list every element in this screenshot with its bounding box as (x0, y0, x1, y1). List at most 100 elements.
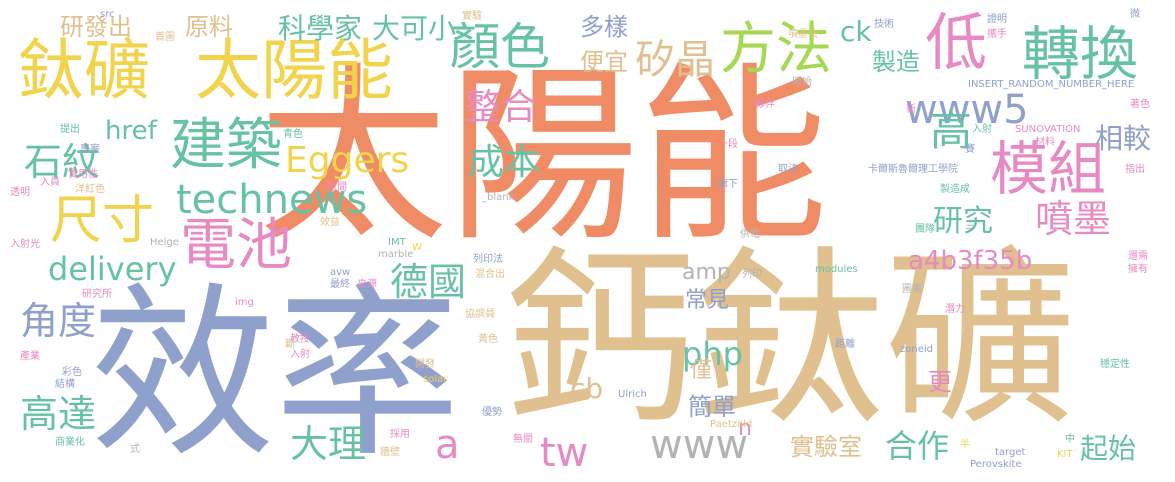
word-chengben: 成本 (468, 142, 541, 183)
word-qingse: 青色 (283, 129, 303, 140)
word-ban: 半 (960, 439, 970, 450)
word-amp: amp (682, 260, 731, 285)
word-zhong: 中 (1065, 434, 1075, 445)
word-qixia: 旗下 (718, 179, 738, 190)
word-san: 三 (965, 221, 975, 232)
word-zhengming: 證明 (987, 14, 1007, 25)
word-perovskite: Perovskite (970, 459, 1022, 470)
word-shoutu: 首圖 (155, 32, 175, 43)
word-delivery: delivery (48, 250, 177, 288)
word-n: n (738, 416, 752, 441)
word-zoneid: zoneid (900, 344, 933, 355)
word-gongdian: 供電 (740, 229, 760, 240)
word-shangyehua: 商業化 (55, 437, 85, 448)
word-xiaoyi: 效益 (320, 217, 340, 228)
word-kaifa: 開發 (415, 359, 435, 370)
word-php: php (682, 335, 743, 373)
word-huoban: 夥伴 (755, 99, 775, 110)
word-shiyongxing: 實用性 (68, 169, 98, 180)
word-ck: ck (840, 15, 872, 48)
word-sai: 賽 (965, 144, 975, 155)
word-zhenghe: 整合 (465, 87, 538, 128)
word-fangfa: 方法 (720, 17, 832, 82)
word-yanghongse: 洋紅色 (75, 184, 105, 195)
word-avw: avw (330, 267, 351, 278)
word-jin: 僅 (690, 358, 713, 383)
word-yanse: 顏色 (450, 18, 550, 76)
word-yuanshi: 原始 (792, 77, 812, 88)
word-xiangjiao: 相較 (1095, 122, 1152, 155)
word-huangse: 黃色 (478, 334, 498, 345)
word-img: img (235, 297, 254, 308)
word-duan: 斷 (285, 339, 295, 350)
word-caiyong: 採用 (390, 429, 410, 440)
word-di: 低 (925, 6, 988, 79)
word-modules: modules (815, 264, 858, 275)
word-jiaodu: 角度 (20, 299, 97, 343)
word-src: src (100, 9, 115, 20)
word-taiyangneng-large: 太陽能 (258, 46, 829, 267)
word-hezuo: 合作 (885, 427, 950, 465)
word-qianli: 潛力 (945, 304, 965, 315)
word-taiyangneng-small: 太陽能 (195, 32, 393, 109)
word-rushe-pink: 入射 (290, 349, 310, 360)
word-caise: 彩色 (62, 367, 82, 378)
word-kit: KIT (1057, 449, 1073, 460)
word-insert-random: INSERT_RANDOM_NUMBER_HERE (968, 79, 1135, 90)
word-blank: _blank' (482, 192, 518, 203)
word-shiyanshi: 實驗室 (790, 433, 862, 461)
word-zuizhong: 最終 (330, 279, 350, 290)
word-guijing: 矽晶 (635, 37, 715, 83)
word-lieyin: 列印 (742, 269, 762, 280)
word-jishu: 技術 (874, 19, 894, 30)
word-dianchi: 電池 (180, 213, 292, 278)
word-technews: technews (176, 177, 368, 223)
word-jiegou: 結構 (55, 379, 75, 390)
word-paetzold: Paetzold (710, 419, 753, 430)
word-href: href (105, 116, 157, 146)
word-yiduan: 一段 (718, 139, 738, 150)
word-zhuanan: 專案 (80, 144, 100, 155)
word-shi: 式 (130, 444, 140, 455)
word-risheguang: 入射光 (10, 239, 40, 250)
word-kexuejia: 科學家 (278, 12, 363, 45)
word-xin: 新 (906, 104, 916, 115)
word-rushe-green: 入射 (972, 124, 992, 135)
word-jianzhu: 建築 (170, 113, 282, 178)
word-kit-name: 卡爾斯魯爾理工學院 (868, 164, 958, 175)
word-changjian: 常見 (685, 288, 730, 313)
word-zhizao: 製造 (872, 48, 920, 76)
word-gao: 高 (930, 106, 973, 155)
word-shiyan: 實驗 (462, 11, 482, 22)
word-taikuang: 鈦礦 (18, 32, 150, 109)
word-eggers: Eggers (285, 140, 410, 181)
word-mozu: 模組 (990, 135, 1107, 203)
word-qiangbi: 牆壁 (380, 447, 400, 458)
word-pianyi: 便宜 (580, 48, 628, 76)
word-tuandui: 團隊 (915, 224, 935, 235)
word-youshi: 優勢 (482, 407, 502, 418)
word-duoyang: 多樣 (580, 13, 628, 41)
word-hunhechu: 混合出 (475, 269, 505, 280)
word-shiwen: 石紋 (24, 140, 101, 184)
word-huanxu: 還需 (1128, 251, 1148, 262)
word-deguo: 德國 (390, 260, 467, 304)
word-lieyinfa: 列印法 (473, 254, 503, 265)
word-tichu: 提出 (60, 124, 80, 135)
word-a: a (435, 422, 460, 468)
word-gaoda: 高達 (20, 392, 97, 436)
word-juli: 距離 (835, 339, 855, 350)
word-penmo: 噴墨 (1035, 197, 1112, 241)
word-a4b3f35b: a4b3f35b (908, 246, 1033, 276)
word-jiandan: 簡單 (688, 393, 736, 421)
word-jiaoshou: 教授 (290, 334, 310, 345)
word-laiyuan: 來源 (357, 279, 377, 290)
word-yanjiu: 研究 (933, 204, 993, 239)
word-sunovation: SUNOVATION (1015, 124, 1081, 135)
word-wei: 微 (1130, 9, 1140, 20)
word-yuanliao: 原料 (185, 13, 233, 41)
word-yanjiusuo: 研究所 (82, 289, 112, 300)
word-xietiaoyuan: 協調員 (465, 309, 495, 320)
word-wuguan: 無關 (513, 434, 533, 445)
